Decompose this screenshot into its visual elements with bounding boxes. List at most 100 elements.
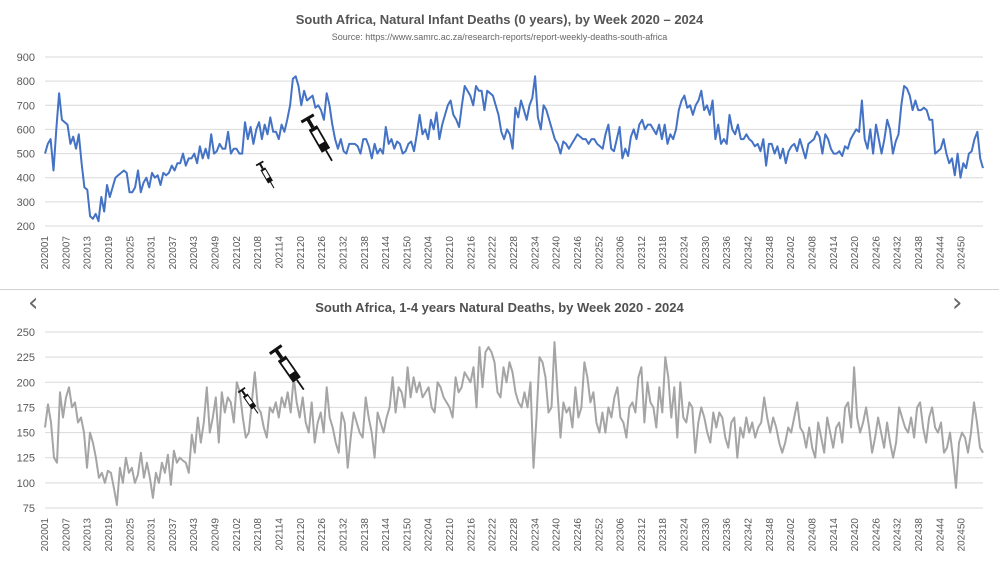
x-tick-label: 202252	[594, 518, 605, 552]
x-tick-label: 202049	[211, 518, 222, 552]
x-tick-label: 202420	[850, 518, 861, 552]
chart-panel-infant: South Africa, Natural Infant Deaths (0 y…	[0, 0, 999, 289]
x-tick-label: 202216	[466, 236, 477, 270]
y-tick-label: 600	[17, 124, 35, 136]
x-tick-label: 202402	[786, 236, 797, 270]
x-tick-label: 202444	[935, 518, 946, 552]
series-line	[45, 76, 983, 221]
x-tick-label: 202031	[147, 236, 158, 270]
next-arrow-icon[interactable]: ›	[952, 290, 962, 316]
y-tick-label: 500	[17, 149, 35, 161]
x-tick-label: 202126	[317, 236, 328, 270]
x-tick-label: 202013	[83, 236, 94, 270]
x-tick-label: 202234	[530, 236, 541, 270]
x-tick-label: 202144	[381, 236, 392, 270]
y-tick-label: 200	[17, 377, 35, 389]
x-tick-label: 202037	[168, 236, 179, 270]
x-tick-label: 202204	[424, 518, 435, 552]
x-tick-label: 202246	[573, 236, 584, 270]
x-tick-label: 202108	[253, 236, 264, 270]
x-tick-label: 202114	[275, 518, 286, 551]
x-tick-label: 202025	[125, 518, 136, 552]
x-tick-label: 202318	[658, 518, 669, 552]
prev-arrow-icon[interactable]: ‹	[28, 290, 38, 316]
y-tick-label: 175	[17, 402, 35, 414]
x-tick-label: 202432	[893, 518, 904, 552]
y-tick-label: 125	[17, 453, 35, 465]
x-tick-label: 202408	[807, 236, 818, 270]
x-tick-label: 202348	[765, 518, 776, 552]
x-tick-label: 202426	[871, 236, 882, 270]
x-tick-label: 202025	[125, 236, 136, 270]
x-tick-label: 202414	[829, 236, 840, 270]
x-tick-label: 202234	[530, 518, 541, 552]
x-tick-label: 202318	[658, 236, 669, 270]
x-tick-label: 202019	[104, 518, 115, 552]
x-tick-label: 202108	[253, 518, 264, 552]
y-tick-label: 225	[17, 352, 35, 364]
x-tick-label: 202228	[509, 236, 520, 270]
x-tick-label: 202019	[104, 236, 115, 270]
x-tick-label: 202132	[338, 236, 349, 270]
x-tick-label: 202138	[360, 236, 371, 270]
x-tick-label: 202444	[935, 236, 946, 270]
x-tick-label: 202252	[594, 236, 605, 270]
x-tick-label: 202120	[296, 518, 307, 552]
x-tick-label: 202324	[680, 518, 691, 552]
x-tick-label: 202420	[850, 236, 861, 270]
x-tick-label: 202246	[573, 518, 584, 552]
x-tick-label: 202408	[807, 518, 818, 552]
y-tick-label: 900	[17, 52, 35, 64]
y-tick-label: 300	[17, 197, 35, 209]
x-tick-label: 202306	[616, 236, 627, 270]
x-tick-label: 202001	[40, 518, 51, 552]
x-tick-label: 202432	[893, 236, 904, 270]
y-tick-label: 400	[17, 173, 35, 185]
y-tick-label: 200	[17, 221, 35, 233]
x-tick-label: 202438	[914, 236, 925, 270]
x-tick-label: 202001	[40, 236, 51, 270]
y-tick-label: 700	[17, 100, 35, 112]
y-tick-label: 75	[23, 503, 35, 515]
x-tick-label: 202210	[445, 236, 456, 270]
x-tick-label: 202138	[360, 518, 371, 552]
x-tick-label: 202414	[829, 518, 840, 552]
x-tick-label: 202426	[871, 518, 882, 552]
x-tick-label: 202204	[424, 236, 435, 270]
chart-panel-1to4: South Africa, 1-4 years Natural Deaths, …	[0, 289, 999, 572]
x-tick-label: 202043	[189, 518, 200, 552]
syringe-icon	[256, 161, 278, 191]
x-tick-label: 202438	[914, 518, 925, 552]
x-tick-label: 202330	[701, 236, 712, 270]
y-tick-label: 250	[17, 327, 35, 339]
x-tick-label: 202402	[786, 518, 797, 552]
x-tick-label: 202240	[552, 518, 563, 552]
x-tick-label: 202102	[232, 518, 243, 552]
syringe-icon	[269, 344, 310, 394]
x-tick-label: 202120	[296, 236, 307, 270]
y-tick-label: 800	[17, 76, 35, 88]
x-tick-label: 202336	[722, 236, 733, 270]
x-tick-label: 202336	[722, 518, 733, 552]
x-tick-label: 202102	[232, 236, 243, 270]
y-tick-label: 100	[17, 478, 35, 490]
x-tick-label: 202450	[957, 518, 968, 552]
series-line	[45, 342, 983, 505]
x-tick-label: 202210	[445, 518, 456, 552]
x-tick-label: 202132	[338, 518, 349, 552]
x-tick-label: 202342	[744, 518, 755, 552]
y-tick-label: 150	[17, 428, 35, 440]
x-tick-label: 202312	[637, 236, 648, 270]
x-tick-label: 202342	[744, 236, 755, 270]
x-tick-label: 202240	[552, 236, 563, 270]
x-tick-label: 202222	[488, 518, 499, 552]
x-tick-label: 202114	[275, 236, 286, 269]
x-tick-label: 202150	[402, 518, 413, 552]
x-tick-label: 202037	[168, 518, 179, 552]
x-tick-label: 202228	[509, 518, 520, 552]
x-tick-label: 202144	[381, 518, 392, 552]
x-tick-label: 202324	[680, 236, 691, 270]
x-tick-label: 202150	[402, 236, 413, 270]
